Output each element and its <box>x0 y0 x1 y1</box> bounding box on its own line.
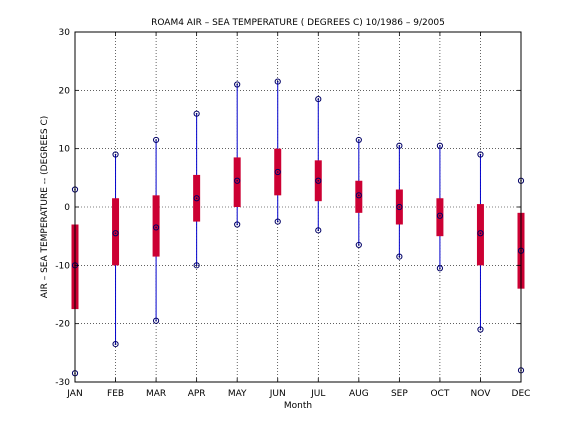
min-marker-dot-jun <box>276 220 279 223</box>
iqr-box-may <box>233 157 241 207</box>
x-tick-label: DEC <box>512 389 531 399</box>
x-tick-label: JUL <box>310 389 325 399</box>
max-marker-dot-apr <box>195 112 198 115</box>
x-tick-label: OCT <box>430 389 449 399</box>
max-marker-dot-sep <box>398 144 401 147</box>
min-marker-aug <box>355 241 362 249</box>
min-marker-dot-nov <box>479 328 482 331</box>
min-marker-dot-oct <box>439 267 441 270</box>
x-tick-label: APR <box>188 389 206 399</box>
max-marker-dot-feb <box>114 153 117 156</box>
max-marker-dot-jun <box>276 80 279 83</box>
max-marker-dot-jul <box>317 98 320 100</box>
y-tick-label: 10 <box>59 145 71 155</box>
tick-marks <box>74 31 522 383</box>
median-marker-dot-mar <box>155 226 157 229</box>
median-marker-dot-may <box>236 179 238 182</box>
max-marker-dot-aug <box>358 139 360 141</box>
min-marker-dot-apr <box>195 264 198 267</box>
median-marker-dot-aug <box>358 194 360 197</box>
median-marker-mar <box>152 224 160 231</box>
median-marker-dot-feb <box>114 232 117 235</box>
min-marker-mar <box>152 317 160 324</box>
median-marker-apr <box>193 195 200 202</box>
median-marker-jun <box>274 168 281 176</box>
y-tick-label: 30 <box>59 28 71 38</box>
min-marker-dot-aug <box>358 244 360 246</box>
min-marker-jul <box>315 227 322 234</box>
max-marker-dot-mar <box>155 139 157 141</box>
min-marker-dot-may <box>236 223 238 226</box>
min-marker-oct <box>436 265 444 272</box>
x-tick-labels: JAN FEB MAR APR MAY JUN JUL AUG SEP OCT NOV DEC <box>66 389 530 399</box>
chart-title: ROAM4 AIR – SEA TEMPERATURE ( DEGREES C)… <box>151 18 445 28</box>
min-marker-apr <box>193 262 200 269</box>
max-marker-dot-nov <box>479 153 482 156</box>
median-marker-may <box>234 177 241 184</box>
max-marker-nov <box>477 151 484 158</box>
max-marker-sep <box>396 142 403 149</box>
min-marker-nov <box>477 326 484 333</box>
median-marker-dot-oct <box>439 214 441 217</box>
max-marker-feb <box>112 151 119 158</box>
median-marker-jul <box>315 177 322 184</box>
x-tick-label: JUN <box>269 389 286 399</box>
x-tick-label: JAN <box>66 389 82 399</box>
max-marker-mar <box>152 136 160 144</box>
iqr-box-oct <box>436 198 444 237</box>
median-marker-dot-jul <box>317 179 320 182</box>
y-tick-label: -30 <box>55 378 70 388</box>
x-axis-label: Month <box>284 401 312 411</box>
x-tick-label: AUG <box>349 389 369 399</box>
y-tick-labels: -30 -20 -10 0 10 20 30 <box>55 28 70 388</box>
y-tick-label: 20 <box>59 86 71 96</box>
median-marker-aug <box>355 192 362 199</box>
x-tick-label: FEB <box>107 389 124 399</box>
median-marker-nov <box>477 230 484 237</box>
min-marker-jun <box>274 218 281 225</box>
min-marker-dot-sep <box>398 255 401 258</box>
iqr-box-feb <box>112 198 120 266</box>
x-tick-label: MAY <box>228 389 247 399</box>
iqr-box-nov <box>476 204 484 266</box>
max-marker-oct <box>436 142 444 149</box>
median-marker-dot-sep <box>398 206 401 208</box>
iqr-box-mar <box>152 195 160 257</box>
max-marker-jul <box>315 95 322 103</box>
max-marker-may <box>234 81 241 88</box>
y-axis-label: AIR – SEA TEMPERATURE -- (DEGREES C) <box>40 116 50 298</box>
y-tick-label: 0 <box>64 203 70 213</box>
min-marker-dot-feb <box>114 343 117 345</box>
median-marker-sep <box>396 203 403 211</box>
max-marker-aug <box>355 136 362 144</box>
max-marker-apr <box>193 110 200 117</box>
max-marker-jun <box>274 78 281 85</box>
min-marker-feb <box>112 340 119 348</box>
max-marker-dot-oct <box>439 144 441 147</box>
median-marker-dot-jun <box>276 171 279 173</box>
x-tick-label: SEP <box>391 389 408 399</box>
x-tick-label: NOV <box>471 389 492 399</box>
x-tick-label: MAR <box>146 389 166 399</box>
median-marker-oct <box>436 212 444 219</box>
iqr-box-aug <box>355 180 363 213</box>
max-marker-dot-may <box>236 83 238 86</box>
y-tick-label: -10 <box>55 261 70 271</box>
median-marker-dot-nov <box>479 232 482 235</box>
y-tick-label: -20 <box>55 320 70 330</box>
min-marker-dot-jul <box>317 229 320 232</box>
min-marker-may <box>234 221 241 228</box>
median-marker-feb <box>112 230 119 237</box>
median-marker-dot-apr <box>195 197 198 200</box>
min-marker-sep <box>396 253 403 260</box>
min-marker-dot-mar <box>155 319 157 322</box>
